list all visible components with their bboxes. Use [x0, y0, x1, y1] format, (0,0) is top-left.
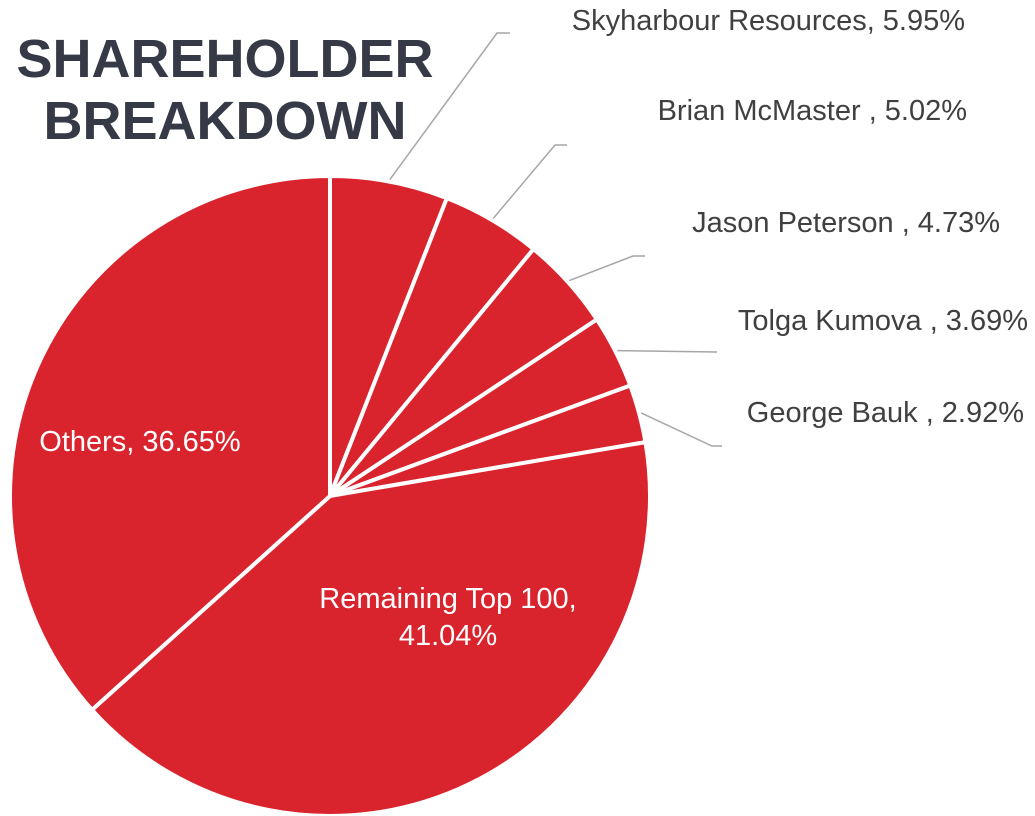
value-label: 41.04%	[399, 620, 497, 652]
pie-slice	[8, 174, 332, 712]
category-label: Jason Peterson ,	[692, 207, 910, 239]
category-label: Skyharbour Resources,	[572, 5, 875, 37]
chart-title: SHAREHOLDER BREAKDOWN	[16, 29, 434, 151]
value-label: 3.69%	[946, 305, 1028, 337]
leader-line	[492, 144, 567, 219]
data-label: Remaining Top 100, 41.04%	[319, 583, 576, 652]
data-label: Jason Peterson , 4.73%	[692, 207, 1000, 239]
data-label: George Bauk , 2.92%	[747, 397, 1024, 429]
pie-slice	[328, 174, 449, 498]
value-label: 36.65%	[142, 426, 240, 458]
data-label: Tolga Kumova , 3.69%	[738, 305, 1028, 337]
category-label: Remaining Top 100,	[319, 583, 576, 615]
pie-slice	[89, 440, 652, 816]
category-label: Others,	[39, 426, 134, 458]
category-label: Tolga Kumova ,	[738, 305, 938, 337]
data-label: Skyharbour Resources, 5.95%	[572, 5, 965, 37]
category-label: George Bauk ,	[747, 397, 934, 429]
leader-line	[389, 32, 510, 181]
value-label: 2.92%	[942, 397, 1024, 429]
data-label: Brian McMaster , 5.02%	[658, 95, 967, 127]
value-label: 5.02%	[885, 95, 967, 127]
value-label: 5.95%	[883, 5, 965, 37]
category-label: Brian McMaster ,	[658, 95, 877, 127]
leader-line	[569, 255, 645, 282]
leader-line	[640, 412, 722, 447]
data-label: Others, 36.65%	[39, 426, 240, 458]
value-label: 4.73%	[918, 207, 1000, 239]
leader-line	[617, 349, 718, 353]
